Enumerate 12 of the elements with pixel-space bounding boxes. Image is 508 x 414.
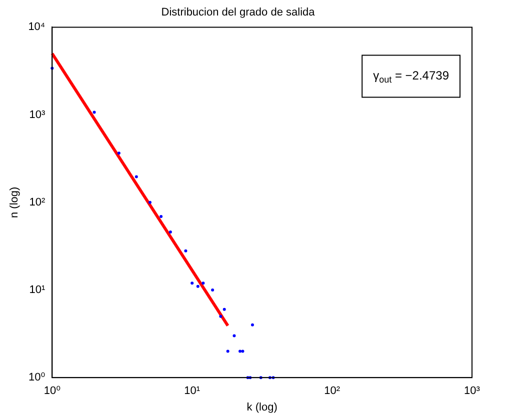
x-tick-label: 10⁰: [44, 385, 62, 398]
y-tick-label: 10²: [29, 196, 46, 208]
x-tick-label: 10²: [324, 385, 340, 398]
x-tick-label: 10³: [464, 385, 480, 398]
chart-title: Distribucion del grado de salida: [161, 6, 316, 19]
y-tick-label: 10³: [29, 108, 46, 121]
y-tick-label: 10⁴: [28, 21, 46, 34]
x-tick-label: 10¹: [184, 385, 200, 398]
x-axis-title: k (log): [246, 401, 278, 414]
y-tick-label: 10¹: [29, 284, 46, 296]
y-axis-title: n (log): [8, 186, 21, 218]
y-tick-label: 10⁰: [28, 372, 46, 384]
